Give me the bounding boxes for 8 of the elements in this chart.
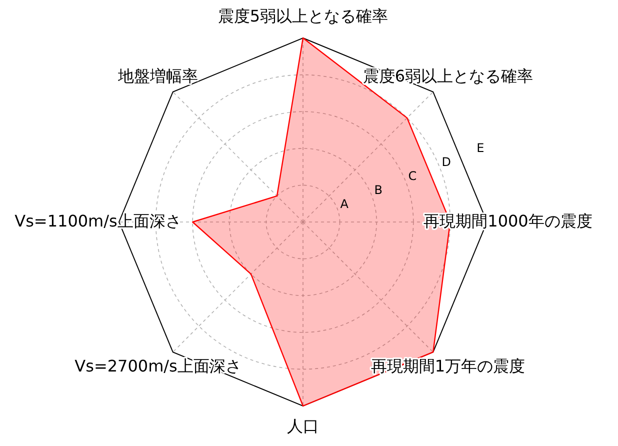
y-tick-label: A (340, 197, 350, 212)
y-tick-label: B (374, 183, 383, 198)
y-tick-label: E (476, 140, 484, 155)
y-tick-label: D (442, 154, 452, 169)
spoke-label: 人口 (287, 416, 319, 436)
y-tick-label: C (408, 168, 417, 183)
spoke-label: 震度5弱以上となる確率 (218, 6, 388, 26)
spoke-label: 地盤増幅率 (117, 66, 198, 86)
